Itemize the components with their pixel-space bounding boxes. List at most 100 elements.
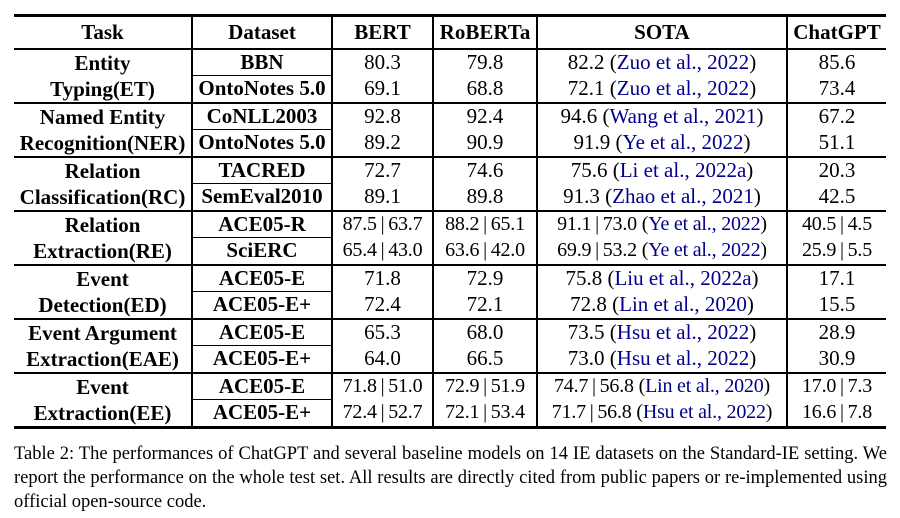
sota-score-cell: 91.9 (Ye et al., 2022)	[536, 129, 787, 157]
table-row: Relation Classification(RC) TACRED 72.7 74.6…	[14, 155, 886, 211]
table-row: SciERC 65.4 | 43.0 63.6 | 42.0 69.9 | 53.2 …	[14, 237, 886, 265]
task-label-line: Detection(ED)	[38, 292, 167, 317]
sota-score-cell: 73.0 (Hsu et al., 2022)	[536, 345, 787, 373]
chatgpt-score-cell: 73.4	[786, 75, 886, 103]
table-row: SemEval2010 89.1 89.8 91.3 (Zhao et al., 20…	[14, 183, 886, 211]
chatgpt-score-cell: 16.6 | 7.8	[786, 399, 886, 427]
task-label-line: Event	[76, 266, 129, 291]
citation-link[interactable]: Zuo et al., 2022	[616, 50, 750, 75]
citation-link[interactable]: Hsu et al., 2022	[616, 346, 750, 370]
sota-value: 69.9 | 53.2	[557, 239, 637, 261]
chatgpt-score-cell: 85.6	[786, 47, 886, 76]
roberta-score-cell: 68.8	[432, 75, 537, 103]
citation-link[interactable]: Wang et al., 2021	[609, 104, 757, 129]
citation-link[interactable]: Ye et al., 2022	[648, 213, 761, 235]
task-cell: Event Extraction(EE)	[14, 371, 192, 427]
sota-value: 71.7 | 56.8	[551, 400, 632, 423]
citation-link[interactable]: Lin et al., 2020	[645, 374, 764, 397]
bert-score-cell: 71.8 | 51.0	[331, 371, 433, 400]
task-cell: Event Argument Extraction(EAE)	[14, 317, 192, 373]
chatgpt-score-cell: 42.5	[786, 183, 886, 211]
chatgpt-score-cell: 17.0 | 7.3	[786, 371, 886, 400]
sota-value: 72.8	[570, 292, 607, 316]
task-label-line: Extraction(RE)	[33, 238, 172, 263]
citation-link[interactable]: Hsu et al., 2022	[616, 320, 750, 345]
bert-score-cell: 92.8	[331, 101, 433, 130]
table-row: ACE05-E+ 64.0 66.5 73.0 (Hsu et al., 2022) 3…	[14, 345, 886, 373]
citation-link[interactable]: Hsu et al., 2022	[642, 400, 766, 423]
bert-score-cell: 65.3	[331, 317, 433, 346]
sota-score-cell: 82.2 (Zuo et al., 2022)	[536, 47, 787, 76]
table-row: ACE05-E+ 72.4 | 52.7 72.1 | 53.4 71.7 | 56.…	[14, 399, 886, 427]
task-cell: Entity Typing(ET)	[14, 47, 192, 103]
column-header-roberta: RoBERTa	[432, 15, 537, 50]
roberta-score-cell: 90.9	[432, 129, 537, 157]
sota-value: 94.6	[560, 104, 598, 129]
table-row: Event Extraction(EE) ACE05-E 71.8 | 51.0 72.…	[14, 371, 886, 427]
bert-score-cell: 87.5 | 63.7	[331, 209, 433, 238]
task-cell: Relation Extraction(RE)	[14, 209, 192, 265]
column-header-bert: BERT	[331, 15, 433, 50]
sota-value: 82.2	[567, 50, 605, 75]
task-label-line: Entity	[74, 50, 131, 75]
roberta-score-cell: 72.1	[432, 291, 537, 319]
task-cell: Named Entity Recognition(NER)	[14, 101, 192, 157]
roberta-score-cell: 68.0	[432, 317, 537, 346]
roberta-score-cell: 89.8	[432, 183, 537, 211]
citation-link[interactable]: Liu et al., 2022a	[614, 266, 752, 291]
table-row: OntoNotes 5.0 89.2 90.9 91.9 (Ye et al., 20…	[14, 129, 886, 157]
table-caption: Table 2: The performances of ChatGPT and…	[14, 444, 887, 512]
citation-link[interactable]: Lin et al., 2020	[619, 292, 747, 316]
citation-link[interactable]: Ye et al., 2022	[648, 239, 761, 261]
results-table-container: Task Dataset BERT RoBERTa SOTA ChatGPT Entity…	[14, 14, 886, 429]
roberta-score-cell: 72.9 | 51.9	[432, 371, 537, 400]
task-label-line: Typing(ET)	[50, 76, 155, 101]
sota-score-cell: 75.8 (Liu et al., 2022a)	[536, 263, 787, 292]
task-label-line: Extraction(EE)	[33, 400, 172, 425]
dataset-cell: SciERC	[191, 237, 332, 265]
citation-link[interactable]: Zuo et al., 2022	[616, 76, 750, 100]
sota-score-cell: 91.1 | 73.0 (Ye et al., 2022)	[536, 209, 787, 238]
sota-score-cell: 94.6 (Wang et al., 2021)	[536, 101, 787, 130]
table-row: Relation Extraction(RE) ACE05-R 87.5 | 63.7…	[14, 209, 886, 265]
task-label-line: Extraction(EAE)	[26, 346, 179, 371]
sota-value: 75.8	[565, 266, 603, 291]
sota-score-cell: 72.1 (Zuo et al., 2022)	[536, 75, 787, 103]
dataset-cell: ACE05-E+	[191, 291, 332, 319]
column-header-task: Task	[14, 15, 192, 50]
table-header: Task Dataset BERT RoBERTa SOTA ChatGPT	[14, 15, 886, 50]
dataset-cell: TACRED	[191, 155, 332, 184]
bert-score-cell: 72.4	[331, 291, 433, 319]
sota-score-cell: 71.7 | 56.8 (Hsu et al., 2022)	[536, 399, 787, 427]
citation-link[interactable]: Zhao et al., 2021	[612, 184, 754, 208]
roberta-score-cell: 74.6	[432, 155, 537, 184]
sota-value: 75.6	[570, 158, 608, 183]
task-cell: Relation Classification(RC)	[14, 155, 192, 211]
dataset-cell: OntoNotes 5.0	[191, 129, 332, 157]
task-label-line: Event Argument	[28, 320, 177, 345]
roberta-score-cell: 72.9	[432, 263, 537, 292]
bert-score-cell: 72.7	[331, 155, 433, 184]
task-label-line: Event	[76, 374, 129, 399]
dataset-cell: CoNLL2003	[191, 101, 332, 130]
sota-value: 72.1	[567, 76, 605, 100]
chatgpt-score-cell: 15.5	[786, 291, 886, 319]
table-row: OntoNotes 5.0 69.1 68.8 72.1 (Zuo et al., 2…	[14, 75, 886, 103]
bert-score-cell: 89.2	[331, 129, 433, 157]
sota-score-cell: 73.5 (Hsu et al., 2022)	[536, 317, 787, 346]
dataset-cell: ACE05-E+	[191, 345, 332, 373]
results-table: Task Dataset BERT RoBERTa SOTA ChatGPT Entity…	[14, 14, 886, 429]
table-row: Event Argument Extraction(EAE) ACE05-E 65.3…	[14, 317, 886, 373]
task-label-line: Relation	[64, 158, 141, 183]
citation-link[interactable]: Li et al., 2022a	[619, 158, 747, 183]
dataset-cell: OntoNotes 5.0	[191, 75, 332, 103]
bert-score-cell: 69.1	[331, 75, 433, 103]
roberta-score-cell: 66.5	[432, 345, 537, 373]
dataset-cell: BBN	[191, 47, 332, 76]
bert-score-cell: 89.1	[331, 183, 433, 211]
sota-score-cell: 75.6 (Li et al., 2022a)	[536, 155, 787, 184]
column-header-dataset: Dataset	[191, 15, 332, 50]
citation-link[interactable]: Ye et al., 2022	[622, 130, 744, 154]
bert-score-cell: 71.8	[331, 263, 433, 292]
chatgpt-score-cell: 30.9	[786, 345, 886, 373]
